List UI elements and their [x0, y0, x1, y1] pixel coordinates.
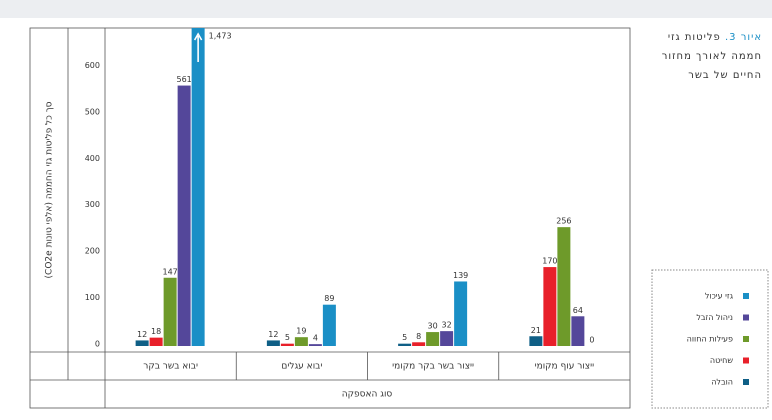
- frame: [29, 27, 631, 409]
- y-tick-label: 300: [85, 200, 100, 209]
- legend-label: פעילות החווה: [687, 335, 733, 344]
- bars: [135, 28, 585, 346]
- caption-label: איור 3.: [724, 32, 762, 43]
- x-tick-label: ייצור בשר בקר מקומי: [392, 362, 474, 372]
- value-label: 30: [428, 322, 438, 331]
- legend-label: גזי עיכול: [705, 292, 734, 301]
- bar: [308, 344, 322, 346]
- value-label: 561: [176, 75, 191, 84]
- caption: איור 3. פליטות גזי חממה לאורך מחזור החיי…: [640, 28, 762, 85]
- value-label: 18: [151, 327, 161, 336]
- legend-swatch: [743, 379, 749, 385]
- legend-swatch: [743, 357, 749, 364]
- value-label: 147: [162, 267, 177, 276]
- y-tick-label: 500: [85, 107, 100, 116]
- frame-border: [29, 27, 631, 409]
- value-label: 5: [402, 333, 407, 342]
- value-label: 12: [137, 330, 147, 339]
- x-axis-label: סוג האספקה: [342, 390, 393, 400]
- bar: [163, 277, 177, 346]
- value-label: 139: [453, 271, 468, 280]
- legend-label: ניהול הזבל: [696, 313, 733, 322]
- value-label: 5: [285, 333, 290, 342]
- y-tick-label: 600: [85, 61, 100, 70]
- bar: [322, 304, 336, 346]
- bar: [191, 28, 205, 346]
- legend-label: הובלה: [711, 378, 733, 387]
- bar: [149, 337, 163, 346]
- y-tick-label: 0: [95, 340, 100, 349]
- y-tick-label: 400: [85, 154, 100, 163]
- legend-box: [651, 269, 769, 409]
- caption-line: איור 3. פליטות גזי: [640, 28, 762, 47]
- caption-line: החיים של בשר: [688, 70, 762, 81]
- value-label: 4: [313, 334, 318, 343]
- x-tick-label: ייצור עוף מקומי: [535, 362, 595, 372]
- bar: [426, 332, 440, 346]
- value-label: 19: [296, 327, 306, 336]
- y-axis-label: סך כל פליטות גזי החממה (אלפי טונות CO2e): [45, 101, 55, 278]
- bar: [177, 85, 191, 346]
- value-label: 1,473: [209, 32, 232, 41]
- bar: [543, 267, 557, 346]
- bar: [294, 337, 308, 346]
- y-tick-label: 200: [85, 247, 100, 256]
- overflow-arrow: [193, 32, 203, 62]
- y-tick-label: 100: [85, 293, 100, 302]
- bar: [440, 331, 454, 346]
- value-label: 170: [542, 257, 557, 266]
- value-label: 89: [324, 294, 334, 303]
- value-label: 8: [416, 332, 421, 341]
- bar: [529, 336, 543, 346]
- caption-text: פליטות גזי: [667, 32, 721, 43]
- value-label: 64: [573, 306, 583, 315]
- value-label: 256: [556, 217, 571, 226]
- value-label: 32: [442, 321, 452, 330]
- legend-label: שחיטה: [710, 356, 733, 365]
- bar: [412, 342, 426, 346]
- legend-swatch: [743, 336, 749, 342]
- x-tick-label: יבוא עגלים: [281, 362, 322, 372]
- value-label: 12: [268, 330, 278, 339]
- bar: [266, 340, 280, 346]
- bar: [557, 227, 571, 346]
- value-label: 0: [589, 336, 594, 345]
- bar: [398, 343, 412, 346]
- caption-line: חממה לאורך מחזור: [661, 51, 762, 62]
- bar: [454, 281, 468, 346]
- bar: [280, 343, 294, 346]
- bar: [135, 340, 149, 346]
- legend-swatch: [743, 293, 749, 299]
- legend-swatch: [743, 314, 749, 321]
- top-band: [0, 0, 772, 18]
- bar: [571, 316, 585, 346]
- value-label: 21: [531, 326, 541, 335]
- x-tick-label: יבוא בשר בקר: [143, 362, 198, 372]
